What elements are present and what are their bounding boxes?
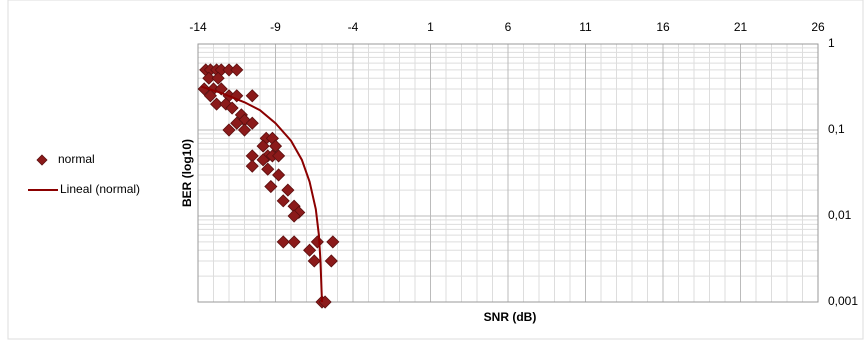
data-point <box>230 63 244 77</box>
data-point <box>303 243 317 257</box>
data-point <box>210 97 224 111</box>
x-tick-label: -14 <box>189 20 207 34</box>
data-point <box>264 179 278 194</box>
y-axis-title: BER (log10) <box>180 139 194 207</box>
x-tick-label: -9 <box>270 20 281 34</box>
y-tick-label: 0,001 <box>828 294 858 308</box>
data-point <box>237 123 252 137</box>
data-point <box>245 159 259 173</box>
x-tick-label: 1 <box>427 20 434 34</box>
trend-line <box>200 85 323 303</box>
legend-label: Lineal (normal) <box>60 182 140 196</box>
data-point <box>261 162 275 176</box>
legend-marker <box>36 154 48 166</box>
data-point <box>197 82 211 96</box>
y-tick-label: 0,1 <box>828 122 845 136</box>
data-point <box>310 235 324 249</box>
legend-label: normal <box>58 152 95 166</box>
x-tick-label: -4 <box>348 20 359 34</box>
data-point <box>307 254 321 268</box>
x-tick-label: 16 <box>656 20 670 34</box>
data-point <box>214 82 228 96</box>
data-point <box>222 123 236 137</box>
data-point <box>326 235 340 249</box>
data-point <box>272 168 286 182</box>
data-point <box>276 194 290 208</box>
chart-border <box>7 0 864 340</box>
y-tick-label: 1 <box>828 36 835 50</box>
data-point <box>230 116 244 130</box>
data-point <box>272 149 286 163</box>
x-tick-label: 11 <box>579 20 592 34</box>
x-tick-label: 21 <box>734 20 748 34</box>
data-point <box>211 71 225 85</box>
x-tick-label: 6 <box>505 20 512 34</box>
data-point <box>245 116 259 130</box>
data-point <box>281 183 295 197</box>
data-point <box>287 235 301 249</box>
x-tick-label: 26 <box>811 20 825 34</box>
y-tick-label: 0,01 <box>828 208 852 222</box>
x-axis-title: SNR (dB) <box>484 310 537 324</box>
data-point <box>225 101 239 115</box>
plot-frame <box>197 43 819 303</box>
data-point <box>256 153 270 167</box>
data-point <box>256 139 270 153</box>
data-point <box>287 209 301 223</box>
data-point <box>203 89 217 103</box>
data-point <box>324 254 338 268</box>
data-point <box>202 71 216 85</box>
data-point <box>276 235 290 249</box>
data-point <box>245 89 259 103</box>
data-point <box>268 139 283 153</box>
